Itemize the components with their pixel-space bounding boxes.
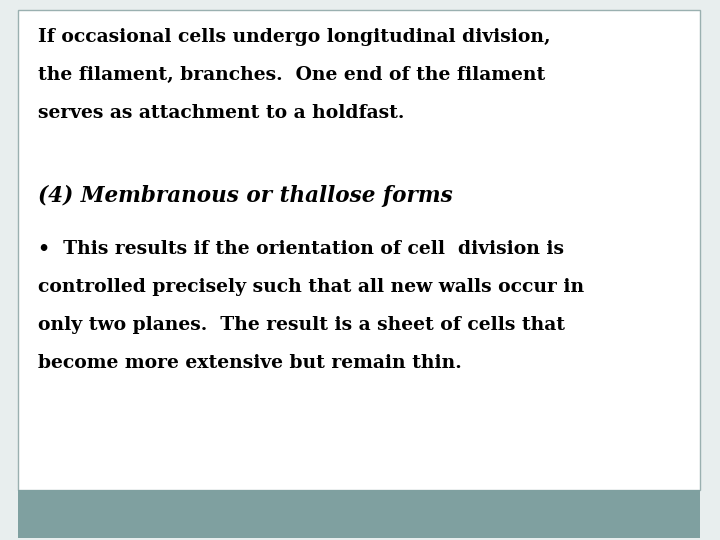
Text: become more extensive but remain thin.: become more extensive but remain thin. (38, 354, 462, 372)
Text: controlled precisely such that all new walls occur in: controlled precisely such that all new w… (38, 278, 584, 296)
Text: (4) Membranous or thallose forms: (4) Membranous or thallose forms (38, 185, 453, 207)
Text: •  This results if the orientation of cell  division is: • This results if the orientation of cel… (38, 240, 564, 258)
Bar (18, 490, 700, 538)
Text: only two planes.  The result is a sheet of cells that: only two planes. The result is a sheet o… (38, 316, 565, 334)
Text: If occasional cells undergo longitudinal division,: If occasional cells undergo longitudinal… (38, 28, 551, 46)
Text: serves as attachment to a holdfast.: serves as attachment to a holdfast. (38, 104, 405, 122)
Bar (18, 10, 700, 490)
Text: the filament, branches.  One end of the filament: the filament, branches. One end of the f… (38, 66, 545, 84)
